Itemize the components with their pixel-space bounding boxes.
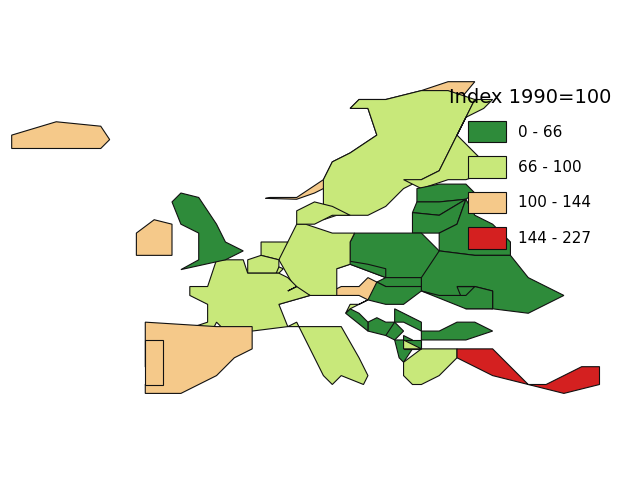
- Polygon shape: [310, 278, 377, 300]
- Polygon shape: [417, 184, 475, 202]
- Polygon shape: [279, 287, 332, 304]
- Polygon shape: [404, 340, 421, 349]
- Polygon shape: [439, 199, 511, 256]
- Polygon shape: [404, 100, 493, 189]
- Polygon shape: [145, 340, 163, 384]
- Polygon shape: [421, 322, 493, 340]
- Legend: 0 - 66, 66 - 100, 100 - 144, 144 - 227: 0 - 66, 66 - 100, 100 - 144, 144 - 227: [441, 80, 618, 256]
- Polygon shape: [279, 224, 355, 295]
- Polygon shape: [350, 233, 439, 278]
- Polygon shape: [377, 278, 421, 287]
- Polygon shape: [265, 82, 475, 206]
- Polygon shape: [457, 287, 493, 309]
- Polygon shape: [288, 322, 368, 384]
- Polygon shape: [368, 282, 421, 304]
- Polygon shape: [172, 193, 243, 270]
- Polygon shape: [413, 199, 466, 215]
- Polygon shape: [248, 256, 279, 273]
- Polygon shape: [181, 260, 310, 331]
- Polygon shape: [394, 335, 413, 362]
- Polygon shape: [12, 122, 109, 149]
- Polygon shape: [368, 318, 394, 335]
- Polygon shape: [394, 309, 421, 331]
- Polygon shape: [261, 242, 288, 260]
- Polygon shape: [421, 251, 564, 313]
- Polygon shape: [386, 322, 404, 340]
- Polygon shape: [404, 340, 457, 384]
- Polygon shape: [337, 260, 386, 278]
- Polygon shape: [413, 199, 466, 233]
- Polygon shape: [297, 202, 350, 224]
- Polygon shape: [421, 287, 493, 309]
- Polygon shape: [323, 91, 475, 220]
- Polygon shape: [346, 300, 368, 313]
- Polygon shape: [136, 220, 172, 256]
- Polygon shape: [346, 309, 368, 331]
- Polygon shape: [276, 267, 283, 273]
- Polygon shape: [457, 349, 599, 393]
- Polygon shape: [145, 322, 252, 393]
